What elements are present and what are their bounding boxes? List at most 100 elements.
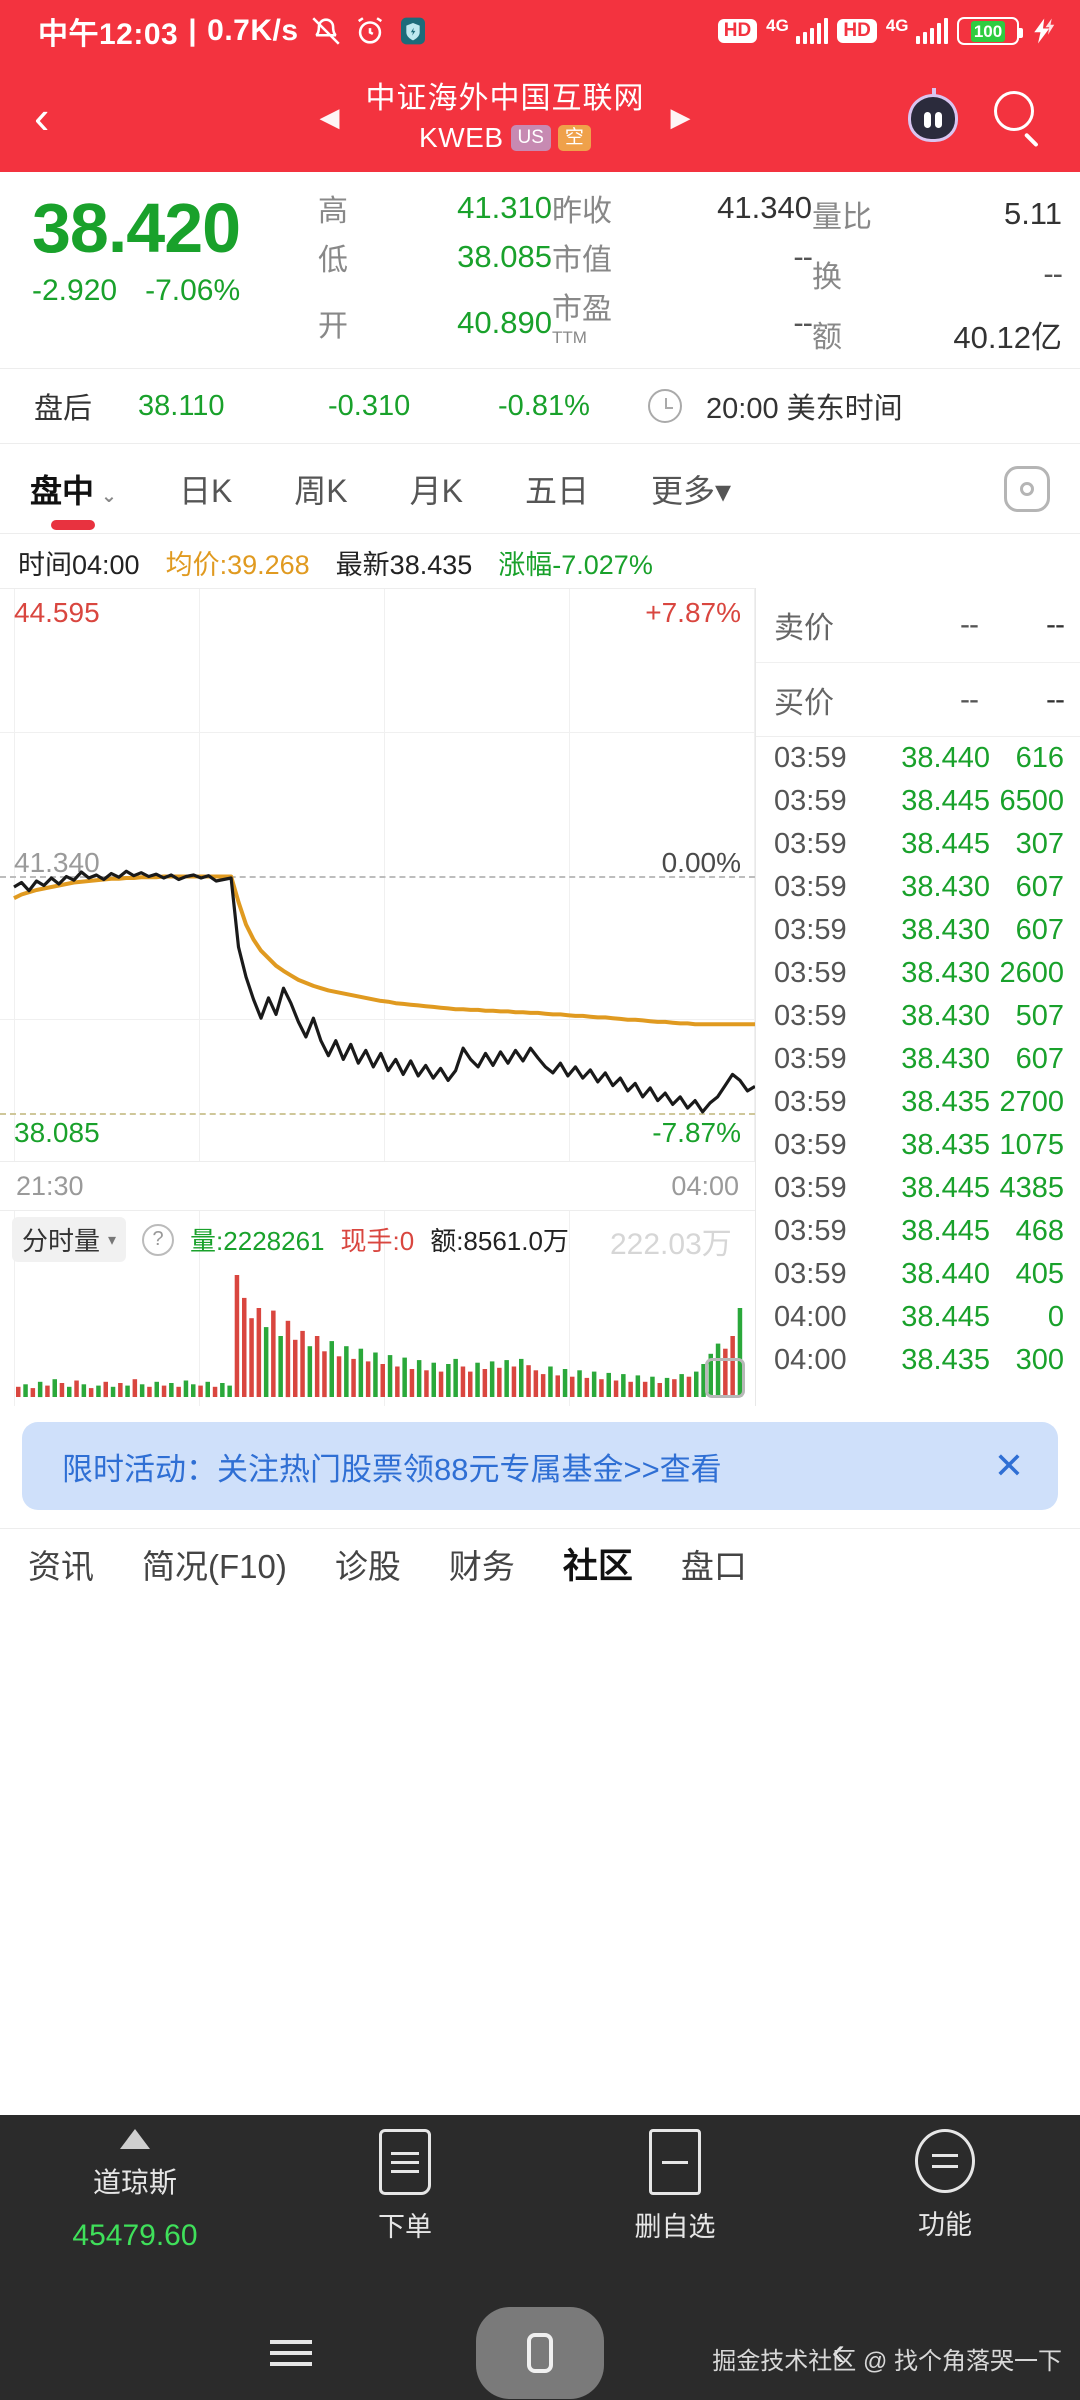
tick-qty: 507 xyxy=(1015,1000,1064,1032)
short-tag: 空 xyxy=(557,124,591,151)
chart-tab-bar: 盘中 ⌄ 日K 周K 月K 五日 更多▾ xyxy=(0,444,1080,534)
settings-gear-icon[interactable] xyxy=(1004,465,1050,512)
tab-weekly-k[interactable]: 周K xyxy=(294,472,348,509)
tick-row[interactable]: 03:59 38.430 607 xyxy=(756,866,1080,909)
tick-row[interactable]: 03:59 38.435 2700 xyxy=(756,1081,1080,1124)
chart-axis-high-pct: +7.87% xyxy=(645,597,741,628)
tick-row[interactable]: 03:59 38.430 2600 xyxy=(756,952,1080,995)
battery-icon: 100 xyxy=(957,17,1023,45)
tick-row[interactable]: 04:00 38.445 0 xyxy=(756,1296,1080,1339)
section-tab-profile[interactable]: 简况(F10) xyxy=(142,1547,287,1585)
quote-stats-grid-right: 量比 5.11 换 -- 额 40.12亿 xyxy=(812,186,1063,362)
tick-row[interactable]: 03:59 38.445 6500 xyxy=(756,780,1080,823)
tick-row[interactable]: 03:59 38.440 616 xyxy=(756,737,1080,780)
tab-monthly-k[interactable]: 月K xyxy=(409,472,464,509)
robot-icon[interactable] xyxy=(906,88,960,144)
tick-price: 38.440 xyxy=(901,742,990,774)
time-tick-start: 21:30 xyxy=(16,1170,84,1201)
status-net-speed: 0.7K/s xyxy=(207,14,299,47)
tick-row[interactable]: 03:59 38.440 405 xyxy=(756,1253,1080,1296)
price-change: -2.920 xyxy=(32,274,118,307)
tick-qty: 2600 xyxy=(999,957,1064,989)
tick-row[interactable]: 03:59 38.430 607 xyxy=(756,1038,1080,1081)
section-tab-diagnose[interactable]: 诊股 xyxy=(334,1547,401,1585)
tick-row[interactable]: 03:59 38.435 1075 xyxy=(756,1124,1080,1167)
after-hours-change: -0.310 xyxy=(328,389,411,422)
chart-column: 44.595 +7.87% 41.340 0.00% 38.085 -7.87%… xyxy=(0,588,755,1406)
chevron-down-icon: ⌄ xyxy=(101,485,117,507)
tick-row[interactable]: 03:59 38.445 307 xyxy=(756,823,1080,866)
promo-banner[interactable]: 限时活动：关注热门股票领88元专属基金>>查看 ✕ xyxy=(22,1422,1058,1510)
after-hours-label: 盘后 xyxy=(34,393,93,425)
stat-value-prevclose: 41.340 xyxy=(717,190,812,225)
tick-time: 03:59 xyxy=(774,1258,847,1290)
functions-icon xyxy=(915,2129,975,2193)
tick-row[interactable]: 03:59 38.445 4385 xyxy=(756,1167,1080,1210)
tab-intraday[interactable]: 盘中 ⌄ xyxy=(30,466,117,530)
section-tab-financials[interactable]: 财务 xyxy=(448,1547,515,1585)
ask-row[interactable]: 卖价 -- -- xyxy=(756,588,1080,662)
bottom-actions: 道琼斯 45479.60 下单 删自选 功能 xyxy=(0,2115,1080,2305)
tick-list[interactable]: 03:59 38.440 616 03:59 38.445 6500 03:59 38.445… xyxy=(756,737,1080,1382)
volume-type-selector[interactable]: 分时量 ▾ xyxy=(12,1217,127,1262)
tab-more[interactable]: 更多▾ xyxy=(651,472,732,509)
current-hand-value: 现手:0 xyxy=(340,1226,415,1256)
tick-price: 38.435 xyxy=(901,1129,990,1161)
tab-five-day[interactable]: 五日 xyxy=(525,472,590,509)
stock-code: KWEB xyxy=(419,121,504,153)
tick-time: 04:00 xyxy=(774,1301,847,1333)
prev-stock-button[interactable]: ◀ xyxy=(319,102,340,132)
tick-row[interactable]: 04:00 38.435 300 xyxy=(756,1339,1080,1382)
chart-info-row: 时间04:00 均价:39.268 最新38.435 涨幅-7.027% xyxy=(0,534,1080,588)
index-widget-dow[interactable]: 道琼斯 45479.60 xyxy=(0,2129,270,2253)
tick-price: 38.440 xyxy=(901,1258,990,1290)
intraday-price-chart[interactable]: 44.595 +7.87% 41.340 0.00% 38.085 -7.87% xyxy=(0,588,755,1162)
tick-row[interactable]: 03:59 38.445 468 xyxy=(756,1210,1080,1253)
order-button[interactable]: 下单 xyxy=(270,2129,540,2244)
order-book-and-ticks: 卖价 -- -- 买价 -- -- 03:59 38.440 616 03:59 38.… xyxy=(755,588,1080,1406)
search-icon[interactable] xyxy=(994,91,1046,147)
tick-time: 03:59 xyxy=(774,1043,847,1075)
resize-handle-icon[interactable] xyxy=(705,1358,745,1398)
stat-label-pe: 市盈TTM xyxy=(552,293,612,347)
bid-row[interactable]: 买价 -- -- xyxy=(756,662,1080,736)
section-tab-orderbook[interactable]: 盘口 xyxy=(680,1547,747,1585)
volume-panel[interactable]: 分时量 ▾ ? 量:2228261 现手:0 额:8561.0万 222.03万 xyxy=(0,1210,755,1406)
system-nav-bar: ‹ 掘金技术社区 @ 找个角落哭一下 xyxy=(0,2305,1080,2400)
home-icon[interactable] xyxy=(476,2306,604,2399)
header-actions xyxy=(906,88,1046,147)
promo-text[interactable]: 限时活动：关注热门股票领88元专属基金>>查看 xyxy=(62,1451,722,1487)
chart-axis-prevclose: 41.340 xyxy=(14,847,100,878)
back-icon[interactable]: ‹ xyxy=(831,2330,845,2374)
stock-identity[interactable]: 中证海外中国互联网 KWEB US 空 xyxy=(366,81,645,154)
tick-price: 38.445 xyxy=(901,1172,990,1204)
question-icon[interactable]: ? xyxy=(142,1223,175,1256)
volume-bars-svg xyxy=(16,1275,743,1398)
tick-qty: 2700 xyxy=(999,1086,1064,1118)
back-button[interactable]: ‹ xyxy=(34,91,50,143)
remove-watchlist-icon xyxy=(649,2129,701,2195)
tick-time: 03:59 xyxy=(774,828,847,860)
tick-row[interactable]: 03:59 38.430 507 xyxy=(756,995,1080,1038)
after-hours-row[interactable]: 盘后 38.110 -0.310 -0.81% 20:00 美东时间 xyxy=(0,368,1080,444)
stat-value-high: 41.310 xyxy=(457,190,552,225)
tick-time: 03:59 xyxy=(774,1000,847,1032)
tick-time: 03:59 xyxy=(774,742,847,774)
section-tab-community[interactable]: 社区 xyxy=(562,1547,633,1586)
tick-qty: 405 xyxy=(1015,1258,1064,1290)
price-line-svg xyxy=(13,869,755,1114)
tab-daily-k[interactable]: 日K xyxy=(178,472,233,509)
status-bar-left: 中午12:03 | 0.7K/s xyxy=(38,9,429,53)
remove-watchlist-button[interactable]: 删自选 xyxy=(540,2129,810,2244)
stat-label-volratio: 量比 xyxy=(812,200,872,234)
close-icon[interactable]: ✕ xyxy=(993,1445,1024,1486)
chart-axis-low-pct: -7.87% xyxy=(652,1117,741,1148)
section-tab-news[interactable]: 资讯 xyxy=(28,1547,94,1585)
tick-row[interactable]: 03:59 38.430 607 xyxy=(756,909,1080,952)
functions-button[interactable]: 功能 xyxy=(810,2129,1080,2242)
tick-price: 38.430 xyxy=(901,957,990,989)
stat-label-low: 低 xyxy=(318,244,348,277)
recent-apps-icon[interactable] xyxy=(270,2339,312,2366)
next-stock-button[interactable]: ▶ xyxy=(670,102,691,132)
market-tag: US xyxy=(510,124,551,151)
